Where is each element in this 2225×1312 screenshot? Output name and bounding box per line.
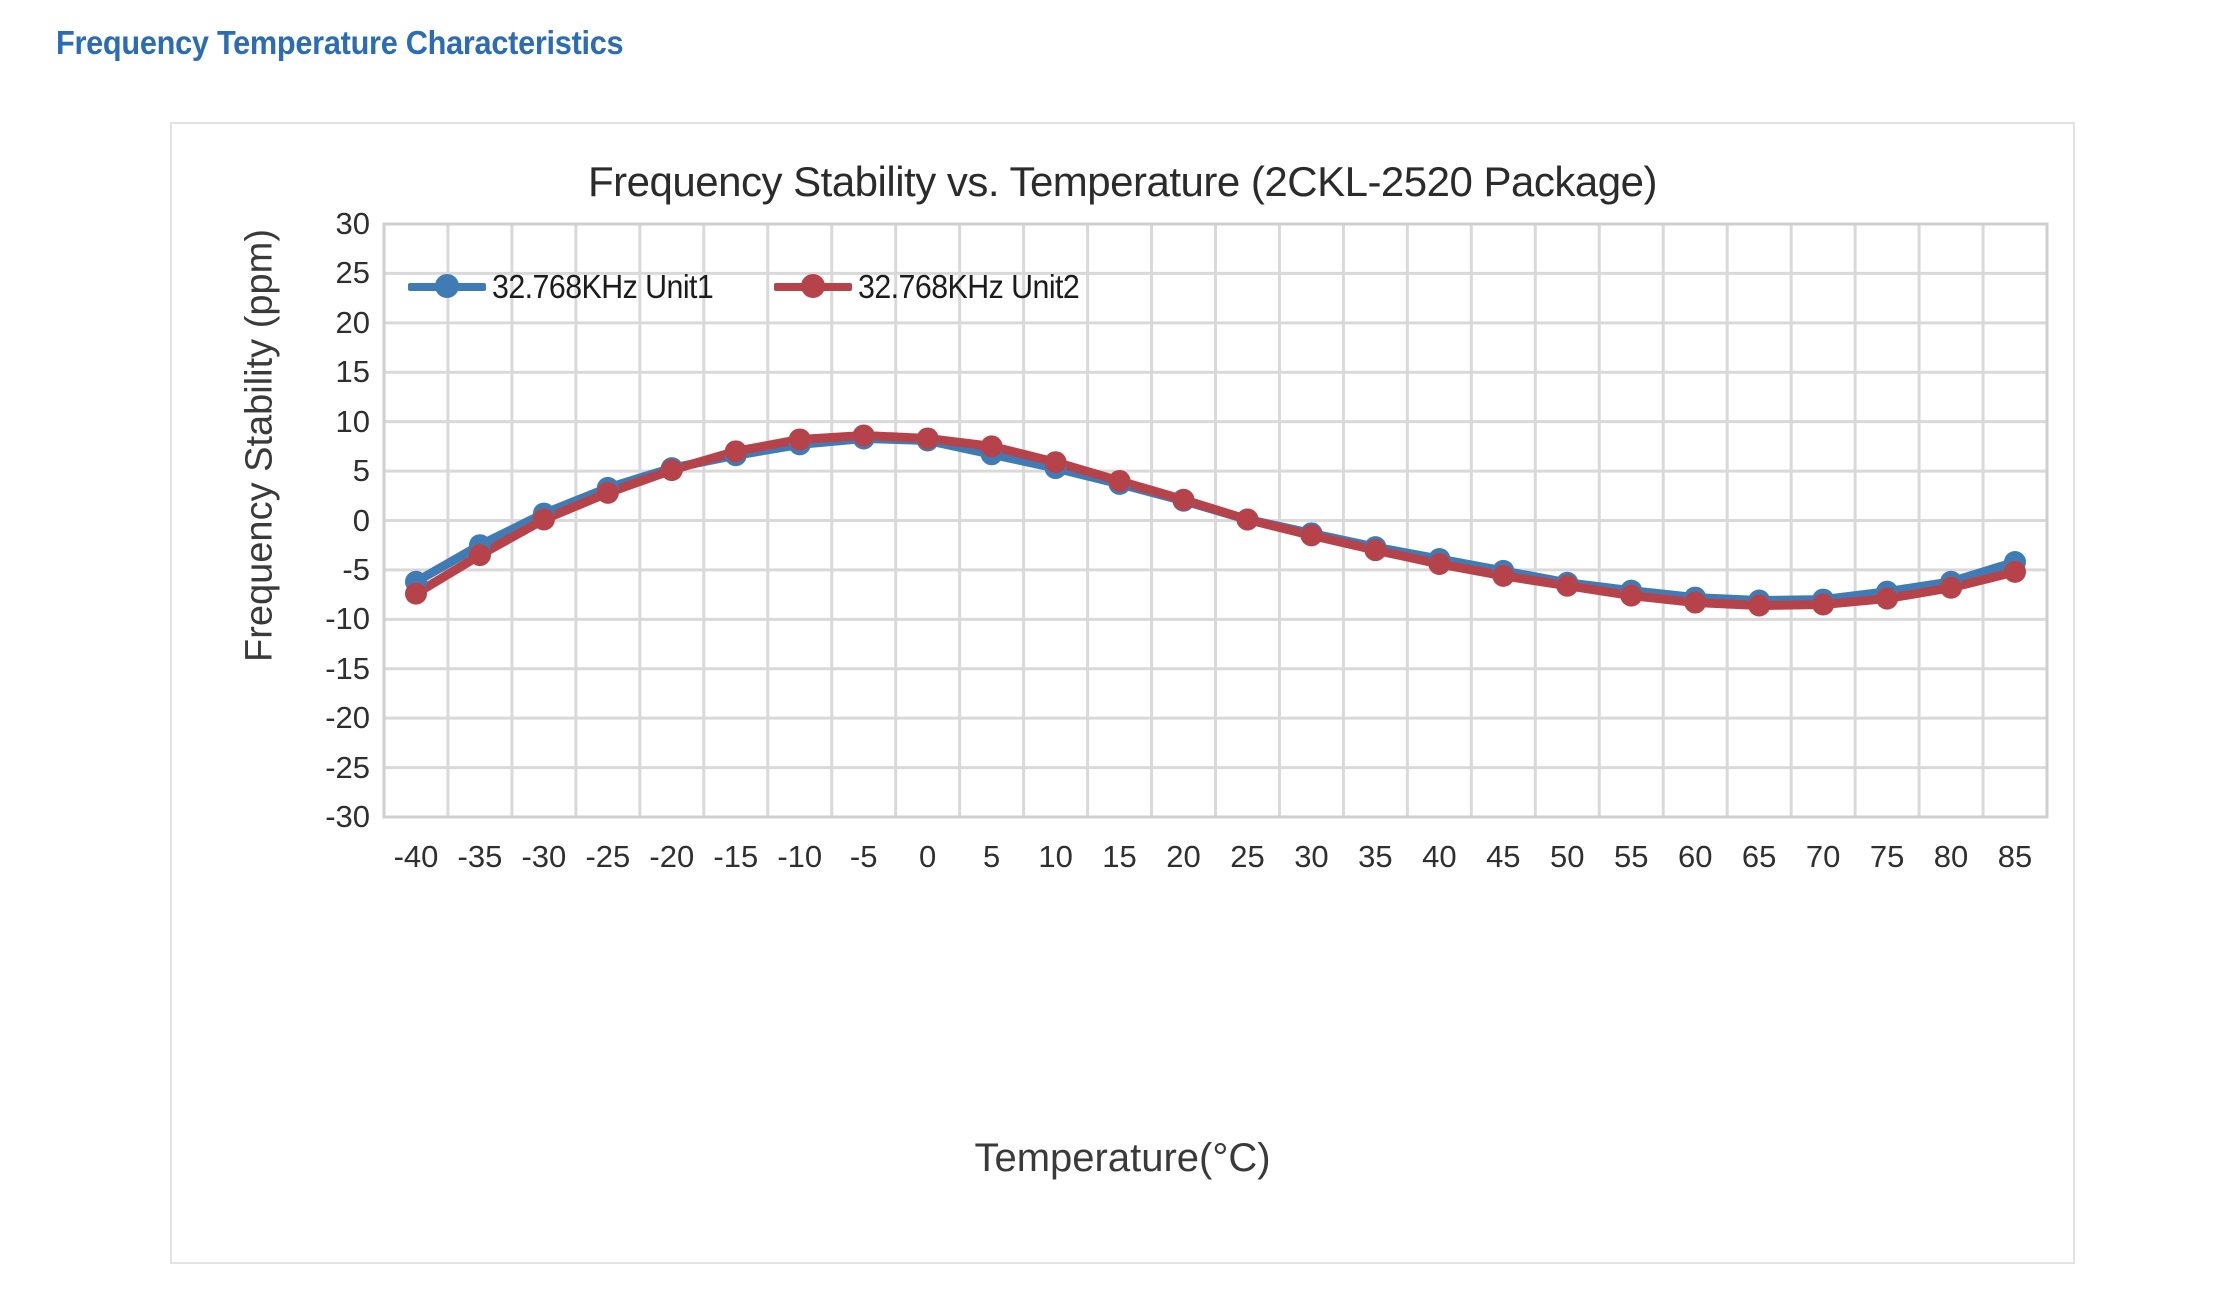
x-axis-tick: 40 — [1422, 839, 1457, 874]
x-axis-tick: 60 — [1677, 839, 1713, 874]
x-axis-tick-labels: -40 -35 -30 -25 -20 -15 -10 -5 0 5 10 15 20 25 30 35 40 4… — [172, 839, 2077, 887]
x-axis-tick: 15 — [1102, 839, 1137, 874]
legend-marker-icon — [408, 274, 486, 300]
x-axis-tick: -5 — [849, 839, 878, 874]
x-axis-tick: 80 — [1933, 839, 1969, 874]
legend-item[interactable]: 32.768KHz Unit2 — [774, 268, 1098, 306]
y-axis-tick-labels: 30 25 20 15 10 5 0 -5 -10 -15 -20 -25 -30 — [262, 124, 370, 1266]
x-axis-tick: 20 — [1166, 839, 1201, 874]
y-axis-tick: -15 — [325, 650, 370, 686]
x-axis-tick: 70 — [1805, 839, 1841, 874]
y-axis-tick: 20 — [335, 304, 370, 340]
x-axis-tick: 25 — [1230, 839, 1265, 874]
x-axis-tick: 50 — [1550, 839, 1585, 874]
y-axis-tick: 30 — [335, 206, 370, 241]
legend-marker-icon — [774, 274, 853, 300]
x-axis-tick: -35 — [457, 839, 503, 874]
legend-label: 32.768KHz Unit1 — [492, 268, 714, 306]
x-axis-tick: 5 — [983, 839, 1001, 874]
x-axis-tick: 65 — [1741, 839, 1777, 874]
x-axis-tick: 10 — [1038, 839, 1073, 874]
x-axis-tick: 85 — [1997, 839, 2033, 874]
y-axis-tick: 10 — [335, 403, 370, 439]
legend-label: 32.768KHz Unit2 — [858, 268, 1080, 306]
plot-area: Frequency Stability (ppm) Temperature(°C… — [172, 124, 2073, 1262]
x-axis-tick: 55 — [1614, 839, 1649, 874]
x-axis-tick: -10 — [777, 839, 823, 874]
y-axis-tick: -20 — [325, 700, 370, 736]
y-axis-tick: -5 — [342, 551, 370, 587]
x-axis-tick: 30 — [1294, 839, 1329, 874]
x-axis-title: Temperature(°C) — [974, 1136, 1271, 1180]
y-axis-tick: 15 — [335, 354, 370, 390]
y-axis-tick: 0 — [352, 502, 370, 538]
chart-plot-svg — [382, 222, 2049, 819]
y-axis-tick: -30 — [325, 799, 370, 834]
x-axis-tick: -30 — [521, 839, 567, 874]
y-axis-tick: -10 — [325, 601, 370, 637]
x-axis-tick: 75 — [1869, 839, 1905, 874]
x-axis-tick: 35 — [1358, 839, 1393, 874]
page-title: Frequency Temperature Characteristics — [56, 24, 624, 61]
x-axis-tick: 0 — [919, 839, 937, 874]
chart-card: Frequency Stability vs. Temperature (2CK… — [170, 122, 2075, 1264]
legend-item[interactable]: 32.768KHz Unit1 — [408, 268, 732, 306]
chart-legend: 32.768KHz Unit1 32.768KHz Unit2 — [408, 268, 1141, 306]
x-axis-tick: -40 — [393, 839, 439, 874]
y-axis-tick: 5 — [352, 453, 370, 489]
x-axis-tick: -25 — [585, 839, 631, 874]
x-axis-tick: 45 — [1486, 839, 1521, 874]
y-axis-tick: -25 — [325, 749, 370, 785]
chart-title: Frequency Stability vs. Temperature (2CK… — [588, 158, 1657, 205]
x-axis-tick: -20 — [649, 839, 695, 874]
y-axis-tick: 25 — [335, 255, 370, 291]
x-axis-tick: -15 — [713, 839, 759, 874]
